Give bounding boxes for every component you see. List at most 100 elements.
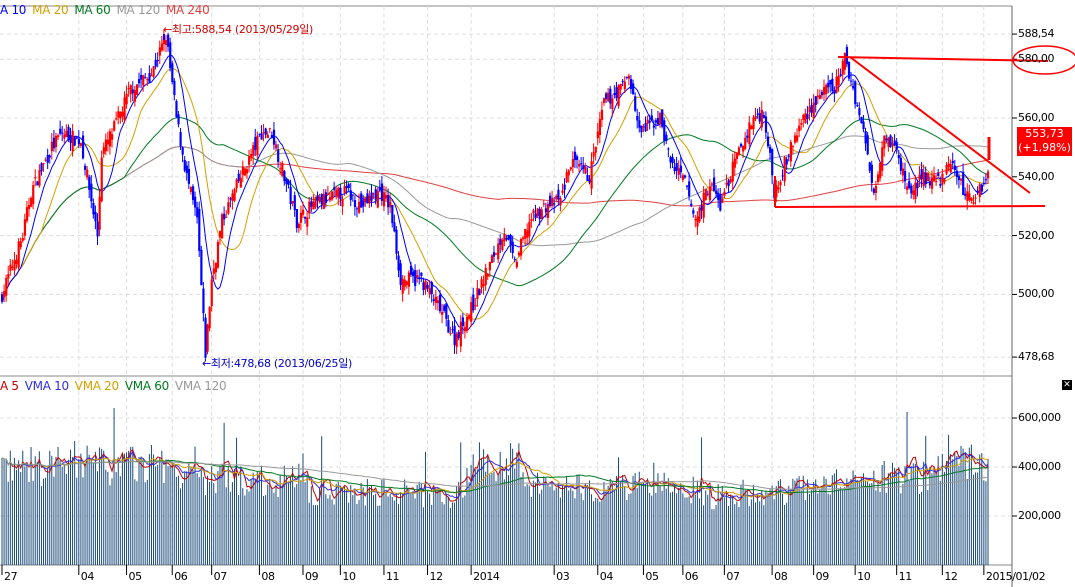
candle-body bbox=[505, 238, 508, 240]
candle-body bbox=[187, 168, 191, 184]
candle-body bbox=[717, 192, 720, 201]
descending-trendline bbox=[849, 56, 1031, 194]
x-tick-label: 2015/01/02 bbox=[985, 570, 1046, 583]
candle-body bbox=[179, 132, 182, 147]
x-tick-label: 09 bbox=[304, 570, 319, 583]
vma-line bbox=[1, 457, 989, 490]
candle-body bbox=[611, 98, 614, 110]
x-tick-label: 05 bbox=[645, 570, 659, 583]
candle-body bbox=[370, 192, 373, 201]
candle-body bbox=[777, 187, 780, 190]
candle-body bbox=[789, 142, 792, 162]
candle-body bbox=[445, 303, 448, 319]
candle-body bbox=[565, 172, 568, 183]
x-tick-label: 03 bbox=[556, 570, 570, 583]
candle-body bbox=[571, 159, 575, 168]
candle-body bbox=[613, 93, 616, 96]
candle-body bbox=[590, 161, 593, 189]
candle-body bbox=[667, 148, 670, 150]
candle-body bbox=[530, 219, 533, 221]
candle-body bbox=[229, 198, 232, 200]
candle-body bbox=[984, 179, 988, 181]
candle-body bbox=[210, 279, 213, 307]
candle-body bbox=[401, 278, 404, 294]
candle-body bbox=[293, 195, 296, 211]
candle-body bbox=[492, 252, 496, 257]
candle-body bbox=[625, 76, 629, 79]
candle-body bbox=[957, 176, 961, 181]
candle-body bbox=[175, 101, 178, 117]
legend-ma20: MA 20 bbox=[32, 3, 69, 17]
candle-body bbox=[237, 173, 240, 182]
candle-body bbox=[833, 90, 836, 94]
low-annotation: ←최저:478,68 (2013/06/25일) bbox=[202, 357, 353, 370]
candle-body bbox=[903, 170, 907, 182]
candle-body bbox=[32, 185, 35, 204]
candle-body bbox=[306, 217, 309, 227]
candle-body bbox=[522, 237, 525, 240]
candle-body bbox=[501, 239, 504, 250]
candle-body bbox=[683, 175, 687, 178]
price-legend: MA 10 MA 20 MA 60 MA 120 MA 240 bbox=[0, 3, 215, 17]
candle-body bbox=[5, 277, 8, 296]
candle-body bbox=[343, 186, 346, 193]
candle-body bbox=[312, 201, 315, 210]
x-tick-label: 04 bbox=[80, 570, 95, 583]
candle-body bbox=[588, 179, 591, 183]
candle-body bbox=[13, 260, 16, 271]
candle-body bbox=[160, 43, 164, 51]
candle-body bbox=[250, 154, 253, 158]
candle-body bbox=[729, 178, 732, 183]
candle-body bbox=[490, 255, 494, 264]
candle-body bbox=[710, 183, 714, 185]
candle-body bbox=[727, 180, 730, 187]
candle-body bbox=[702, 192, 705, 218]
candle-body bbox=[646, 119, 649, 124]
close-volume-panel-button[interactable]: ✕ bbox=[1062, 380, 1072, 390]
candle-body bbox=[856, 105, 859, 107]
candle-body bbox=[908, 180, 911, 189]
candle-body bbox=[59, 128, 62, 134]
candle-body bbox=[362, 200, 365, 207]
candle-body bbox=[432, 299, 435, 301]
candle-body bbox=[808, 106, 811, 113]
candle-body bbox=[914, 182, 917, 200]
candle-body bbox=[835, 76, 838, 93]
candle-body bbox=[252, 145, 255, 156]
candle-body bbox=[339, 187, 342, 200]
candle-body bbox=[899, 157, 903, 171]
candle-body bbox=[893, 140, 896, 146]
candle-body bbox=[258, 133, 261, 135]
candle-body bbox=[951, 160, 954, 164]
candle-body bbox=[509, 235, 512, 245]
candle-body bbox=[569, 167, 572, 170]
candle-body bbox=[36, 181, 39, 186]
price-tick-label: 588,54 bbox=[1018, 27, 1055, 41]
candle-body bbox=[866, 135, 869, 155]
candle-body bbox=[901, 168, 905, 176]
candle-body bbox=[478, 289, 481, 296]
candle-body bbox=[374, 189, 377, 200]
candle-body bbox=[52, 137, 56, 149]
candle-body bbox=[316, 195, 319, 201]
x-tick-label: 04 bbox=[599, 570, 614, 583]
candle-body bbox=[677, 168, 680, 175]
candle-body bbox=[517, 252, 521, 256]
candle-body bbox=[488, 262, 492, 271]
candle-body bbox=[100, 157, 103, 202]
candle-body bbox=[262, 131, 265, 134]
candle-body bbox=[507, 234, 510, 240]
candle-body bbox=[337, 187, 340, 198]
candle-body bbox=[638, 120, 641, 128]
candle-body bbox=[256, 135, 259, 156]
candle-body bbox=[621, 80, 624, 82]
price-tick-label: 540,00 bbox=[1018, 169, 1055, 183]
candle-body bbox=[955, 170, 959, 178]
legend-ma60: MA 60 bbox=[74, 3, 111, 17]
current-price-badge: 553,73 (+1,98%) bbox=[1017, 127, 1072, 156]
candle-body bbox=[926, 172, 930, 181]
candle-body bbox=[930, 177, 934, 189]
candle-body bbox=[644, 123, 647, 132]
candle-body bbox=[102, 147, 105, 154]
